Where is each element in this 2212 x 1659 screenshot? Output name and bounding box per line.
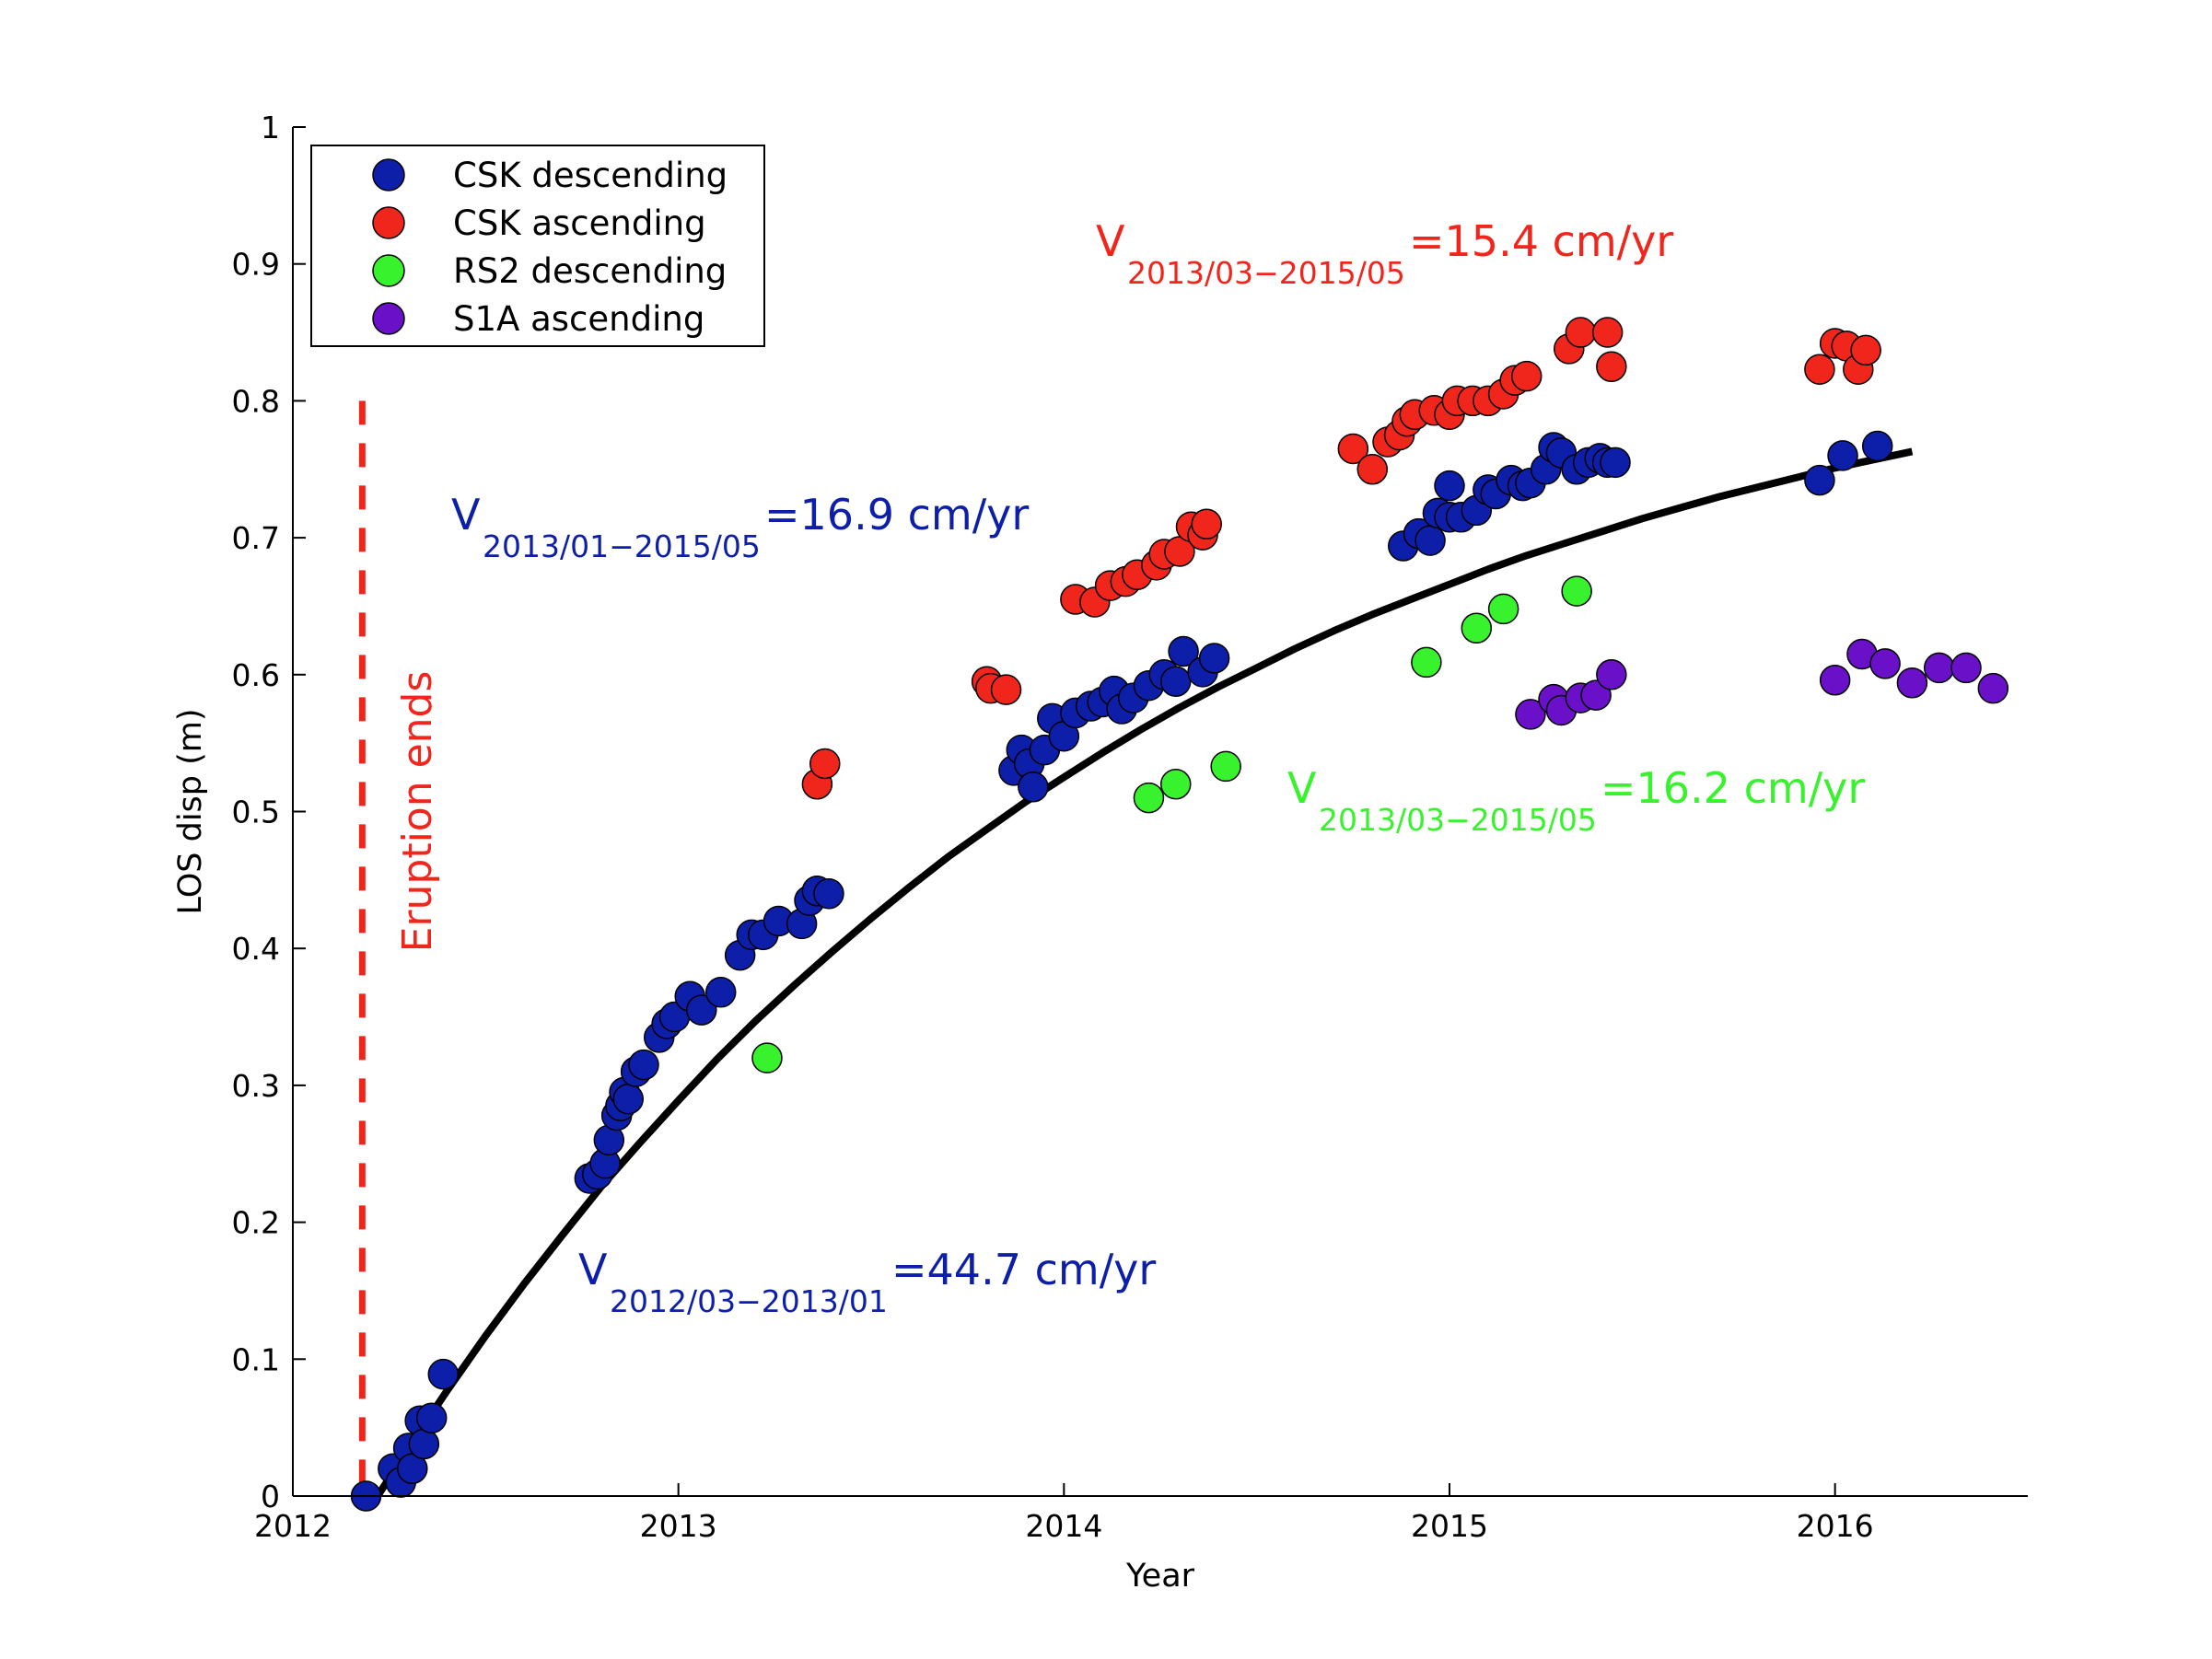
- data-point: [1850, 334, 1881, 366]
- data-point: [1827, 440, 1858, 471]
- data-point: [415, 1402, 448, 1433]
- data-point: [408, 1428, 440, 1460]
- annotation-value: =44.7 cm/yr: [891, 1245, 1156, 1294]
- data-point: [1159, 769, 1192, 800]
- legend-marker: [372, 206, 405, 239]
- data-point: [1869, 648, 1901, 679]
- data-point: [612, 1084, 644, 1115]
- data-point: [1596, 659, 1627, 690]
- y-tick-label: 0.1: [232, 1341, 280, 1377]
- data-point: [1168, 635, 1199, 667]
- y-tick-label: 0.3: [232, 1068, 280, 1104]
- x-tick-label: 2013: [640, 1508, 717, 1544]
- annotation-symbol: V: [1287, 763, 1317, 813]
- data-point: [1819, 664, 1851, 696]
- data-point: [1191, 508, 1222, 539]
- data-point: [1600, 447, 1631, 479]
- data-point: [1596, 351, 1627, 382]
- axes: [292, 126, 2028, 1497]
- scatter-points-layer: [350, 317, 2009, 1512]
- data-point: [1923, 652, 1955, 684]
- data-point: [1337, 433, 1369, 465]
- annotation-subscript: 2013/01−2015/05: [483, 528, 761, 564]
- annotation-symbol: V: [1096, 216, 1125, 266]
- data-point: [1411, 646, 1442, 679]
- legend-label: S1A ascending: [453, 299, 704, 339]
- data-point: [1591, 317, 1624, 348]
- data-point: [1804, 464, 1835, 496]
- data-point: [1580, 679, 1612, 711]
- x-axis-label: Year: [1125, 1558, 1195, 1595]
- annotation-value: =16.9 cm/yr: [764, 490, 1029, 539]
- data-point: [1487, 593, 1519, 625]
- eruption-label: Eruption ends: [394, 671, 441, 953]
- data-point: [686, 994, 717, 1026]
- annotation-value: =15.4 cm/yr: [1409, 216, 1673, 266]
- annotation-subscript: 2013/03−2015/05: [1319, 802, 1597, 838]
- data-point: [1461, 612, 1493, 644]
- annotation-symbol: V: [451, 490, 481, 539]
- legend-label: CSK descending: [453, 156, 728, 195]
- y-tick-label: 0.5: [232, 795, 280, 830]
- data-point: [1861, 430, 1893, 462]
- y-tick-label: 0: [261, 1479, 280, 1514]
- y-axis-label: LOS disp (m): [172, 708, 209, 914]
- eruption-line-layer: Eruption ends: [358, 400, 441, 1496]
- data-point: [1159, 666, 1192, 697]
- data-point: [1896, 667, 1928, 699]
- data-point: [704, 977, 737, 1008]
- legend-marker: [372, 302, 405, 335]
- fit-curve: [374, 447, 1914, 1499]
- legend-marker: [372, 254, 405, 287]
- legend-marker: [372, 158, 405, 191]
- data-point: [990, 674, 1022, 705]
- data-point: [1561, 575, 1592, 607]
- y-tick-label: 0.6: [232, 657, 280, 693]
- x-tick-label: 2016: [1797, 1508, 1874, 1544]
- data-point: [809, 748, 841, 780]
- data-point: [1198, 643, 1230, 674]
- y-tick-label: 0.4: [232, 931, 280, 967]
- legend-label: CSK ascending: [453, 203, 706, 243]
- data-point: [1018, 771, 1049, 803]
- data-point: [1977, 672, 2009, 704]
- data-point: [1515, 699, 1546, 730]
- data-point: [1356, 454, 1389, 485]
- annotation-subscript: 2013/03−2015/05: [1127, 255, 1405, 291]
- data-point: [1804, 354, 1835, 385]
- y-tick-label: 0.2: [232, 1205, 280, 1241]
- data-point: [628, 1049, 659, 1081]
- data-point: [1133, 782, 1165, 814]
- annotation-symbol: V: [578, 1245, 608, 1294]
- tick-labels: 2012 2013 2014 2015 2016 0 0.1 0.2 0.3 0.4 0.5 0.6 0…: [172, 110, 1874, 1595]
- annotation-subscript: 2012/03−2013/01: [610, 1283, 888, 1319]
- data-point: [1510, 360, 1543, 392]
- y-tick-label: 0.8: [232, 383, 280, 419]
- y-tick-label: 1: [261, 110, 280, 145]
- y-tick-label: 0.7: [232, 520, 280, 556]
- y-tick-label: 0.9: [232, 247, 280, 283]
- annotation-value: =16.2 cm/yr: [1601, 763, 1865, 813]
- data-point: [1415, 525, 1446, 556]
- x-tick-label: 2015: [1411, 1508, 1488, 1544]
- data-point: [813, 877, 844, 910]
- data-point: [1434, 470, 1465, 502]
- x-tick-label: 2014: [1025, 1508, 1102, 1544]
- data-point: [1210, 750, 1241, 783]
- fit-curve-layer: [374, 447, 1914, 1499]
- data-point: [751, 1042, 783, 1073]
- legend-label: RS2 descending: [453, 251, 727, 291]
- data-point: [427, 1358, 460, 1390]
- x-tick-label: 2012: [254, 1508, 332, 1544]
- data-point: [1565, 317, 1597, 348]
- data-point: [1950, 652, 1982, 684]
- legend: CSK descending CSK ascending RS2 descendin…: [310, 145, 765, 347]
